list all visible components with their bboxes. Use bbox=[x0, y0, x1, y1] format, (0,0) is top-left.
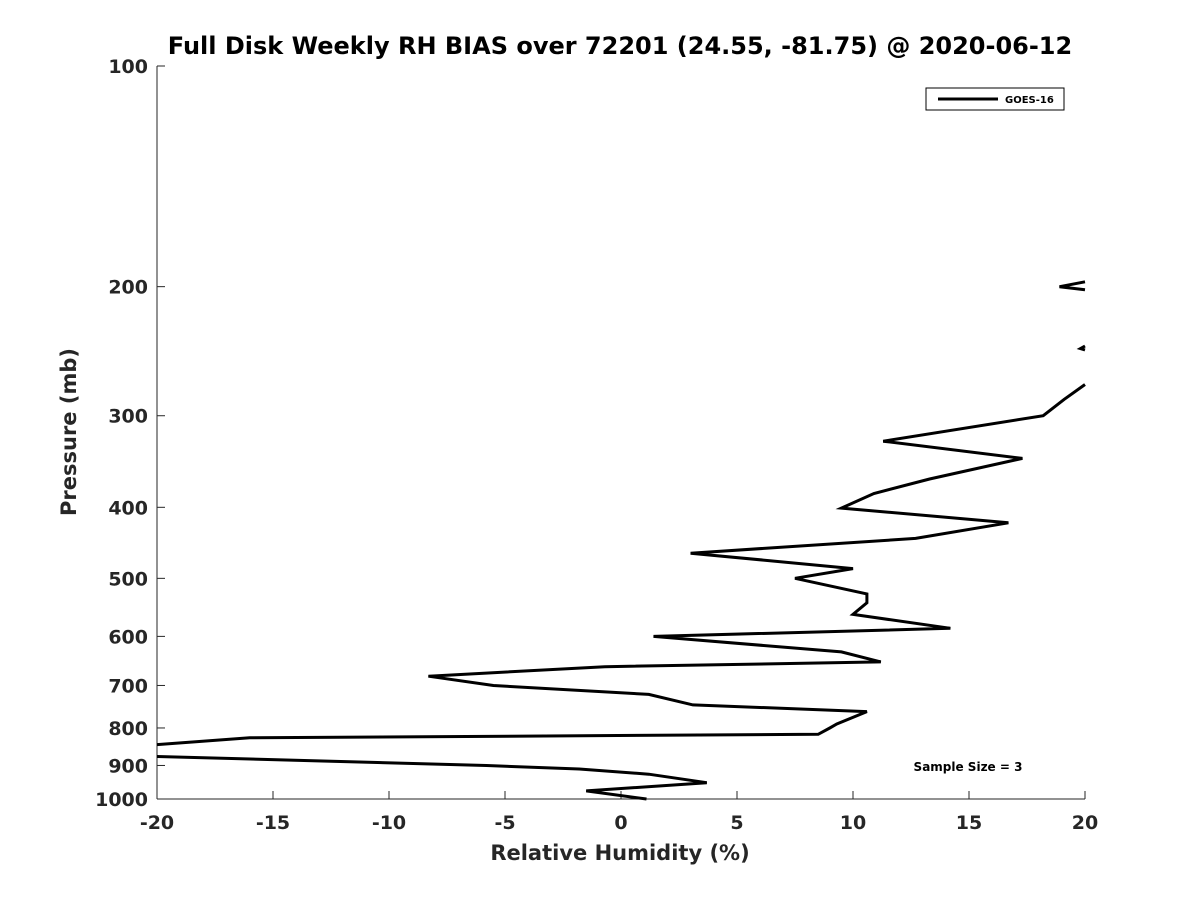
x-tick-label: 5 bbox=[730, 812, 743, 834]
series-line-goes-16 bbox=[1059, 280, 1086, 292]
y-tick-label: 600 bbox=[108, 626, 148, 648]
y-tick-label: 1000 bbox=[95, 789, 148, 811]
x-tick-label: -10 bbox=[372, 812, 406, 834]
series-layer bbox=[156, 280, 1086, 801]
x-tick-label: -15 bbox=[256, 812, 290, 834]
axis-ticks: -20 -15 -10 -5 0 5 10 15 20 100 200 300 400 500 600 700… bbox=[95, 56, 1098, 834]
sample-size-annotation: Sample Size = 3 bbox=[914, 760, 1023, 774]
series-line-goes-16 bbox=[1076, 344, 1086, 352]
x-axis-label: Relative Humidity (%) bbox=[490, 841, 749, 865]
x-tick-label: 20 bbox=[1072, 812, 1098, 834]
x-tick-label: 10 bbox=[840, 812, 866, 834]
y-tick-label: 900 bbox=[108, 755, 148, 777]
x-tick-label: -5 bbox=[494, 812, 515, 834]
y-tick-label: 500 bbox=[108, 568, 148, 590]
y-axis-label: Pressure (mb) bbox=[57, 348, 81, 516]
y-tick-label: 200 bbox=[108, 277, 148, 299]
y-tick-label: 300 bbox=[108, 406, 148, 428]
series-line-goes-16 bbox=[156, 755, 708, 801]
y-tick-label: 700 bbox=[108, 675, 148, 697]
series-line-goes-16 bbox=[156, 383, 1086, 747]
x-tick-label: 15 bbox=[956, 812, 982, 834]
x-tick-label: -20 bbox=[140, 812, 174, 834]
y-tick-label: 400 bbox=[108, 497, 148, 519]
y-tick-label: 800 bbox=[108, 718, 148, 740]
legend-label-goes-16: GOES-16 bbox=[1005, 95, 1054, 106]
y-tick-label: 100 bbox=[108, 56, 148, 78]
chart-title: Full Disk Weekly RH BIAS over 72201 (24.… bbox=[168, 32, 1072, 60]
legend: GOES-16 bbox=[925, 87, 1065, 111]
x-tick-label: 0 bbox=[614, 812, 627, 834]
